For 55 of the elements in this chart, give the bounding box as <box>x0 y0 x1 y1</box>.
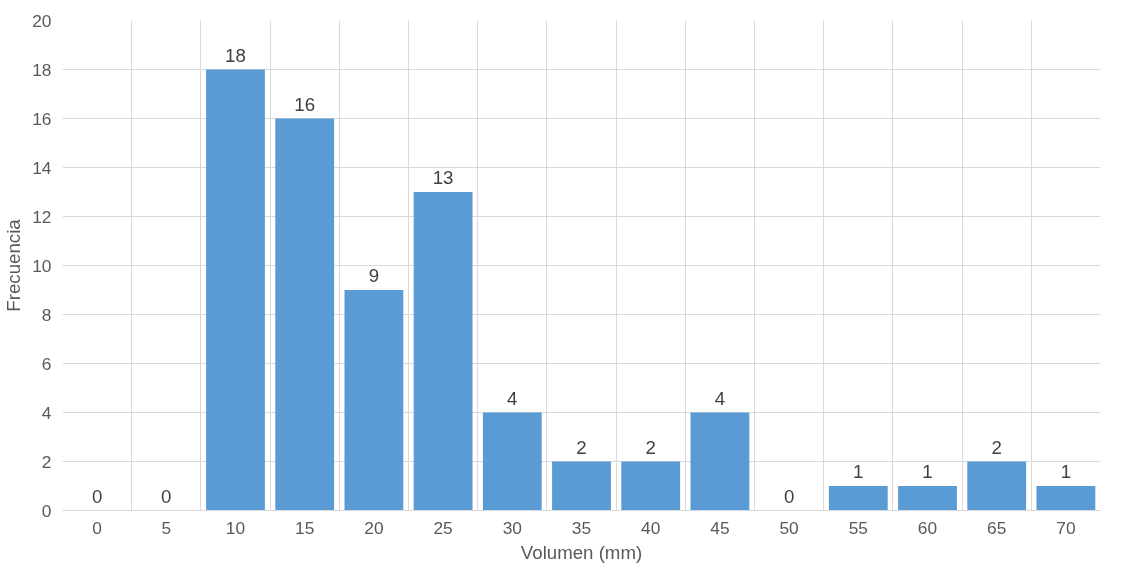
data-label: 2 <box>645 436 656 458</box>
y-tick-label: 0 <box>41 500 52 521</box>
x-tick-label: 60 <box>917 517 938 538</box>
bar <box>275 118 335 511</box>
y-tick-label: 6 <box>41 353 52 374</box>
bar <box>206 69 265 511</box>
x-tick-label: 10 <box>225 517 246 538</box>
x-tick-label: 15 <box>295 517 315 538</box>
data-label: 4 <box>507 387 518 409</box>
data-label: 0 <box>91 485 103 507</box>
x-tick-label: 20 <box>364 517 384 538</box>
data-label: 0 <box>161 485 172 507</box>
y-tick-label: 2 <box>41 451 52 472</box>
y-tick-label: 12 <box>32 206 52 227</box>
y-tick-label: 4 <box>41 402 52 423</box>
y-tick-label: 14 <box>32 157 52 178</box>
x-tick-label: 0 <box>92 517 102 538</box>
bar <box>690 412 750 511</box>
data-label: 2 <box>991 436 1002 458</box>
bar <box>344 290 404 511</box>
data-label: 2 <box>576 436 587 458</box>
data-label: 1 <box>922 461 933 482</box>
y-tick-label: 16 <box>32 108 52 129</box>
x-tick-label: 50 <box>779 517 799 538</box>
x-tick-label: 30 <box>502 517 522 538</box>
data-label: 9 <box>368 265 380 286</box>
data-label: 13 <box>432 167 454 188</box>
data-label: 18 <box>225 44 246 66</box>
data-label: 4 <box>714 387 726 409</box>
y-tick-label: 18 <box>32 59 52 80</box>
y-tick-label: 8 <box>41 304 52 325</box>
bar <box>967 461 1027 511</box>
bar <box>1036 486 1096 511</box>
bar <box>621 461 681 511</box>
y-tick-label: 10 <box>32 255 52 276</box>
x-tick-label: 25 <box>433 517 453 538</box>
bar <box>413 192 473 511</box>
data-label: 1 <box>1060 461 1072 482</box>
x-tick-label: 55 <box>848 517 868 538</box>
x-tick-label: 65 <box>987 517 1007 538</box>
x-tick-label: 70 <box>1056 517 1076 538</box>
x-tick-label: 5 <box>161 517 172 538</box>
bar <box>898 486 957 511</box>
x-tick-label: 40 <box>641 517 661 538</box>
data-label: 0 <box>783 485 795 507</box>
bar <box>552 461 611 511</box>
x-tick-label: 45 <box>710 517 730 538</box>
x-tick-label: 35 <box>571 517 592 538</box>
data-label: 1 <box>853 461 864 482</box>
data-label: 16 <box>294 93 316 115</box>
y-axis-title: Frecuencia <box>3 218 25 312</box>
bar <box>482 412 542 511</box>
bar <box>828 486 888 511</box>
y-tick-label: 20 <box>32 10 52 31</box>
x-axis-title: Volumen (mm) <box>520 541 643 563</box>
